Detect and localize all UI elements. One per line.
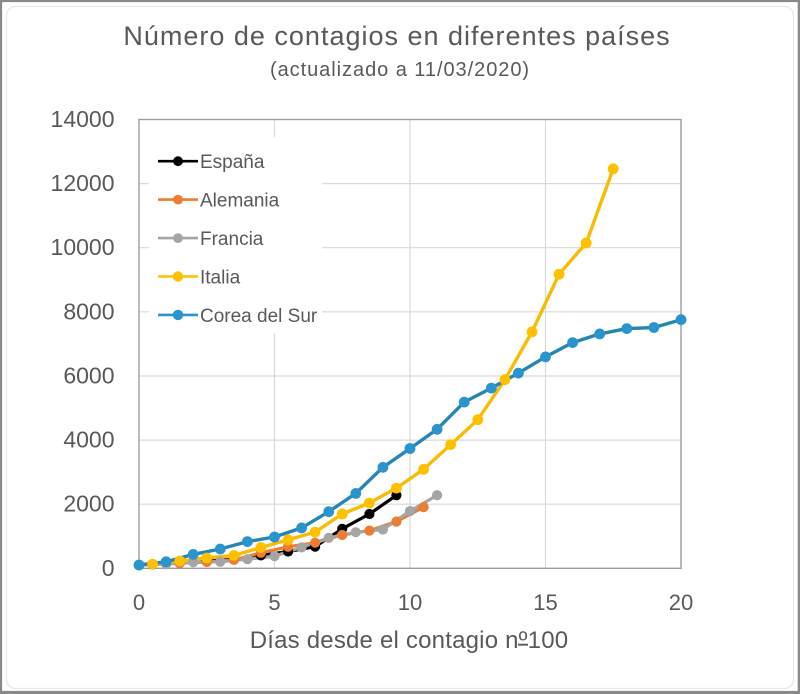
svg-text:5: 5	[268, 590, 280, 615]
svg-text:12000: 12000	[51, 170, 115, 196]
svg-text:0: 0	[133, 590, 145, 615]
svg-text:6000: 6000	[63, 363, 114, 389]
svg-text:8000: 8000	[63, 298, 114, 324]
svg-text:Italia: Italia	[200, 268, 241, 289]
svg-text:Corea del Sur: Corea del Sur	[200, 306, 318, 327]
svg-text:(actualizado a 11/03/2020): (actualizado a 11/03/2020)	[270, 59, 530, 81]
svg-text:20: 20	[669, 590, 693, 615]
svg-text:Alemania: Alemania	[200, 191, 280, 212]
svg-text:Días desde el contagio nº100: Días desde el contagio nº100	[250, 627, 569, 654]
svg-text:2000: 2000	[63, 491, 114, 517]
svg-text:Francia: Francia	[200, 229, 264, 250]
svg-text:España: España	[200, 152, 265, 173]
svg-text:0: 0	[102, 555, 115, 581]
svg-text:10000: 10000	[51, 234, 115, 260]
svg-text:15: 15	[533, 590, 557, 615]
svg-text:Número de contagios en diferen: Número de contagios en diferentes países	[123, 21, 670, 51]
svg-text:14000: 14000	[51, 106, 115, 132]
svg-text:4000: 4000	[63, 427, 114, 453]
svg-text:10: 10	[398, 590, 422, 615]
